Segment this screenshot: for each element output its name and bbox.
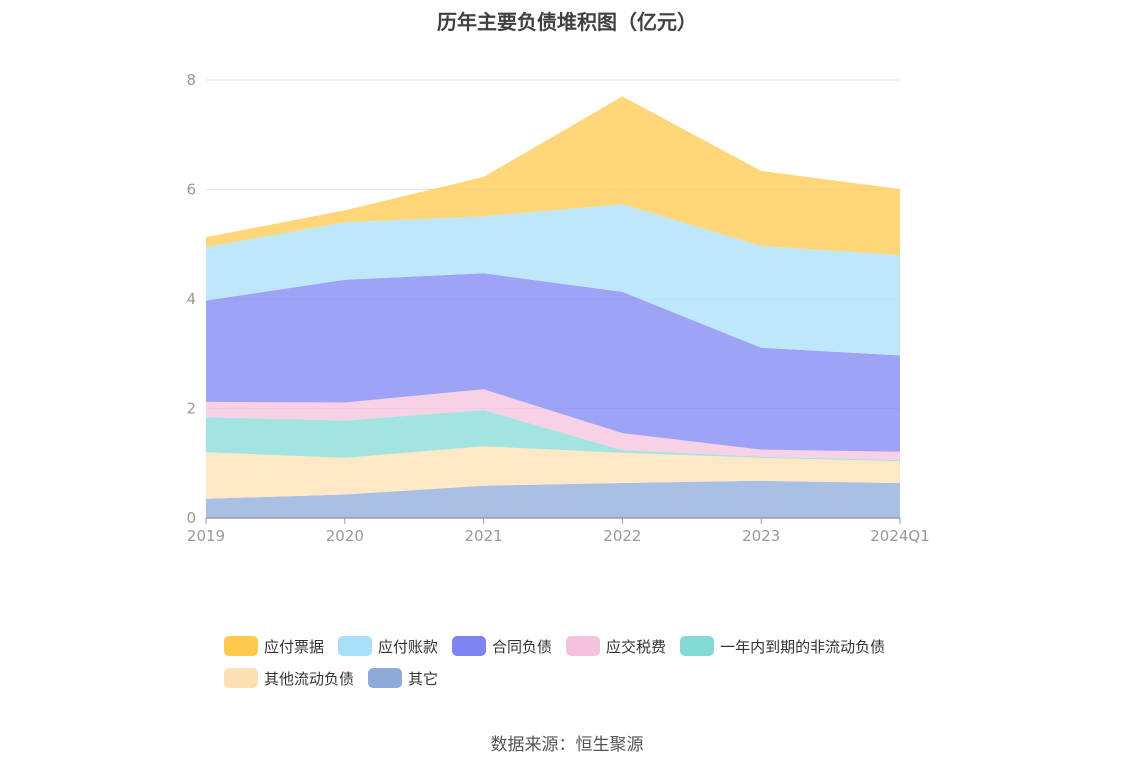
legend-item[interactable]: 应付账款 xyxy=(338,636,438,657)
legend-label: 应付账款 xyxy=(378,637,439,656)
data-source: 数据来源：恒生聚源 xyxy=(490,735,644,755)
legend-swatch xyxy=(452,636,487,656)
legend-label: 合同负债 xyxy=(492,637,553,656)
legend-row: 其他流动负债 其它 xyxy=(224,662,944,694)
legend-item[interactable]: 一年内到期的非流动负债 xyxy=(680,636,885,657)
legend-row: 应付票据 应付账款 合同负债 应交税费 一年内到期的非流动负债 xyxy=(224,630,944,662)
x-tick-label: 2022 xyxy=(603,527,641,545)
area-series xyxy=(206,96,900,256)
legend-item[interactable]: 应交税费 xyxy=(566,636,666,657)
legend-item[interactable]: 应付票据 xyxy=(224,636,324,657)
legend-label: 其它 xyxy=(408,669,439,688)
legend-label: 应交税费 xyxy=(606,637,667,656)
legend: 应付票据 应付账款 合同负债 应交税费 一年内到期的非流动负债 其他流动负债 其它 xyxy=(224,630,944,694)
stacked-area-chart: 0 2 4 6 8 2019 2020 2021 2022 2023 2024Q1 xyxy=(186,71,930,545)
x-tick-label: 2024Q1 xyxy=(870,527,930,545)
area-series xyxy=(206,480,900,518)
legend-swatch xyxy=(338,636,373,656)
area-series xyxy=(206,204,900,356)
x-tick-label: 2020 xyxy=(326,527,364,545)
area-series xyxy=(206,446,900,499)
y-tick-label: 2 xyxy=(186,400,196,418)
x-tick-label: 2019 xyxy=(187,527,225,545)
y-tick-label: 4 xyxy=(186,290,196,308)
legend-item[interactable]: 其它 xyxy=(368,668,438,689)
area-series xyxy=(206,410,900,462)
legend-item[interactable]: 合同负债 xyxy=(452,636,552,657)
legend-swatch xyxy=(224,636,258,656)
y-tick-label: 6 xyxy=(186,181,196,199)
legend-label: 应付票据 xyxy=(264,637,325,656)
area-series xyxy=(206,273,900,452)
legend-swatch xyxy=(680,636,715,656)
legend-label: 一年内到期的非流动负债 xyxy=(720,637,886,656)
legend-swatch xyxy=(224,668,258,688)
x-tick-label: 2021 xyxy=(465,527,503,545)
legend-label: 其他流动负债 xyxy=(264,669,355,688)
legend-swatch xyxy=(368,668,403,688)
legend-item[interactable]: 其他流动负债 xyxy=(224,668,354,689)
area-series xyxy=(206,389,900,460)
legend-swatch xyxy=(566,636,601,656)
y-tick-label: 8 xyxy=(186,71,196,89)
chart-title: 历年主要负债堆积图（亿元） xyxy=(437,10,697,34)
x-tick-label: 2023 xyxy=(742,527,780,545)
y-tick-label: 0 xyxy=(186,509,196,527)
